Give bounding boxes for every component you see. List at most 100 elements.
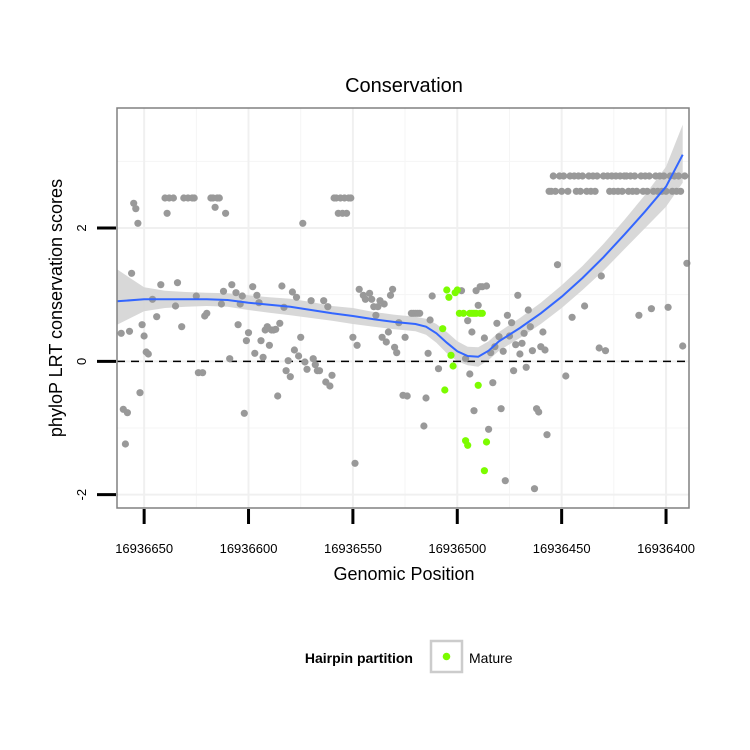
- data-point-other: [522, 363, 530, 371]
- data-point-other: [355, 285, 363, 293]
- data-point-other: [422, 394, 430, 402]
- data-point-other: [292, 293, 301, 301]
- data-point-mature: [474, 381, 482, 389]
- data-point-other: [219, 287, 228, 295]
- data-point-other: [482, 282, 491, 290]
- data-point-other: [203, 309, 211, 317]
- data-point-other: [466, 370, 474, 378]
- data-point-other: [349, 333, 357, 341]
- data-point-other: [528, 347, 537, 355]
- data-point-other: [578, 172, 587, 180]
- data-point-other: [480, 334, 488, 342]
- data-point-other: [541, 346, 549, 354]
- data-point-other: [351, 459, 359, 467]
- data-point-other: [328, 371, 336, 379]
- data-point-other: [601, 347, 610, 355]
- data-point-mature: [478, 309, 486, 317]
- data-point-other: [125, 327, 134, 335]
- x-tick-label: 16936600: [220, 541, 278, 556]
- y-tick-label: 0: [74, 358, 89, 365]
- data-point-other: [618, 187, 626, 195]
- data-point-other: [501, 477, 509, 485]
- data-point-other: [535, 408, 543, 416]
- data-point-other: [228, 281, 236, 289]
- data-point-mature: [482, 438, 491, 446]
- data-point-other: [274, 392, 282, 400]
- data-point-other: [238, 292, 246, 300]
- data-point-other: [539, 328, 547, 336]
- data-point-other: [591, 187, 599, 195]
- data-point-other: [647, 305, 656, 313]
- data-point-other: [132, 205, 140, 213]
- data-point-other: [503, 311, 511, 319]
- data-point-other: [299, 219, 307, 227]
- data-point-other: [679, 342, 687, 350]
- data-point-other: [215, 194, 223, 202]
- data-point-mature: [453, 286, 461, 294]
- data-point-other: [311, 361, 319, 369]
- data-point-other: [509, 367, 518, 375]
- data-point-other: [324, 303, 332, 311]
- data-point-other: [645, 172, 653, 180]
- x-tick-label: 16936650: [115, 541, 173, 556]
- x-tick-label: 16936450: [533, 541, 591, 556]
- data-point-other: [520, 329, 528, 337]
- data-point-other: [190, 194, 198, 202]
- data-point-other: [217, 300, 225, 308]
- data-point-other: [251, 349, 259, 357]
- data-point-other: [424, 349, 432, 357]
- data-point-other: [301, 358, 309, 366]
- data-point-other: [320, 297, 328, 305]
- data-point-other: [514, 291, 522, 299]
- data-point-other: [470, 407, 478, 415]
- data-point-other: [384, 328, 392, 336]
- data-point-other: [576, 187, 585, 195]
- data-point-other: [144, 350, 152, 358]
- data-point-other: [265, 341, 273, 349]
- data-point-other: [303, 365, 311, 373]
- data-point-mature: [445, 293, 453, 301]
- data-point-other: [416, 309, 424, 317]
- data-point-other: [428, 292, 436, 300]
- data-point-other: [635, 311, 643, 319]
- data-point-other: [374, 303, 382, 311]
- data-point-other: [558, 187, 566, 195]
- data-point-other: [597, 272, 605, 280]
- data-point-other: [530, 485, 539, 493]
- data-point-other: [664, 303, 672, 311]
- data-point-other: [508, 319, 516, 327]
- data-point-other: [117, 329, 125, 337]
- data-point-other: [288, 288, 296, 296]
- data-point-other: [474, 301, 482, 309]
- data-point-other: [353, 341, 361, 349]
- data-point-other: [140, 332, 148, 340]
- data-point-other: [309, 355, 317, 363]
- data-point-other: [380, 300, 388, 308]
- data-point-other: [253, 291, 261, 299]
- data-point-other: [157, 281, 165, 289]
- data-point-other: [660, 172, 668, 180]
- data-point-other: [173, 279, 182, 287]
- data-point-other: [675, 172, 683, 180]
- data-point-other: [568, 313, 576, 321]
- data-point-other: [493, 319, 501, 327]
- data-point-other: [361, 295, 369, 303]
- data-point-other: [553, 261, 562, 269]
- x-tick-label: 16936550: [324, 541, 382, 556]
- legend-entry-mature: Mature: [469, 650, 513, 666]
- data-point-other: [643, 187, 651, 195]
- data-point-other: [378, 333, 386, 341]
- data-point-other: [169, 194, 177, 202]
- data-point-other: [123, 409, 131, 417]
- data-point-other: [138, 321, 146, 329]
- data-point-other: [284, 357, 292, 365]
- data-point-other: [295, 352, 303, 360]
- data-point-other: [549, 172, 557, 180]
- data-point-other: [489, 379, 497, 387]
- data-point-other: [464, 317, 472, 325]
- data-point-other: [232, 289, 240, 297]
- data-point-other: [134, 219, 142, 227]
- data-point-other: [163, 209, 171, 217]
- data-point-other: [153, 313, 161, 321]
